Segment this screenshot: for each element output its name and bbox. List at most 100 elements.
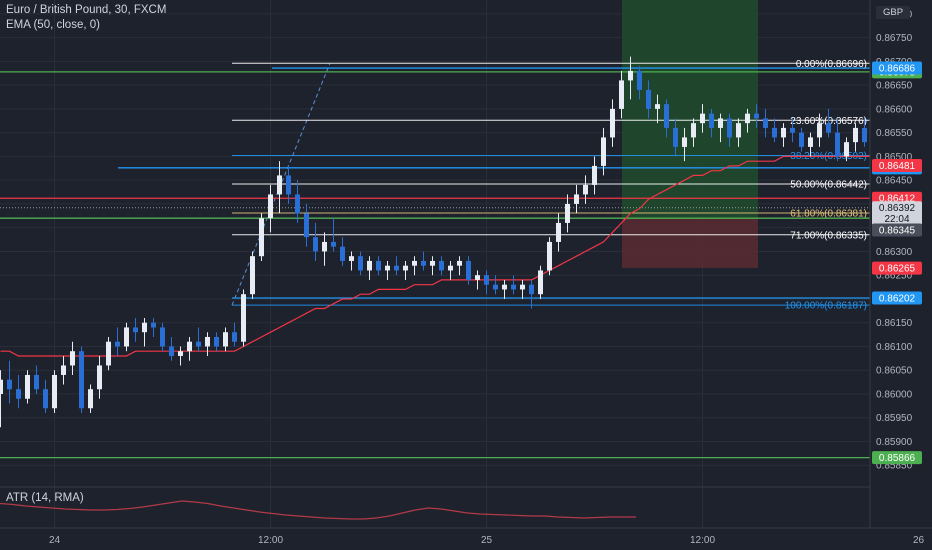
candle-body xyxy=(457,260,462,266)
candle xyxy=(646,80,651,119)
candle-body xyxy=(223,332,228,347)
candle-body xyxy=(520,284,525,290)
candle xyxy=(268,184,273,233)
horizontal-levels xyxy=(0,67,870,459)
candle-body xyxy=(718,118,723,128)
candle-body xyxy=(106,341,111,366)
candle xyxy=(142,317,147,347)
candle xyxy=(367,256,372,280)
candle xyxy=(763,108,768,138)
price-tick-label: 0.86450 xyxy=(876,176,913,187)
candle-body xyxy=(448,265,453,271)
candle-body xyxy=(583,184,588,195)
candle-body xyxy=(808,137,813,147)
candle-body xyxy=(466,260,471,280)
price-tag-text: 0.86481 xyxy=(879,161,916,172)
price-tick-label: 0.85850 xyxy=(876,461,913,472)
candle-body xyxy=(853,127,858,143)
candle-body xyxy=(826,123,831,133)
candle-body xyxy=(259,218,264,257)
candle-body xyxy=(754,113,759,119)
candle-body xyxy=(565,203,570,223)
time-tick-label: 12:00 xyxy=(258,535,283,546)
candle-body xyxy=(340,246,345,261)
symbol-title: Euro / British Pound, 30, FXCM xyxy=(6,4,167,16)
candle-body xyxy=(286,175,291,195)
price-tick-label: 0.85900 xyxy=(876,437,913,448)
candle xyxy=(718,113,723,143)
candle-body xyxy=(367,260,372,271)
candle-body xyxy=(682,137,687,147)
currency-label: GBP xyxy=(876,6,910,19)
candle xyxy=(799,127,804,152)
candle-body xyxy=(394,265,399,271)
candle xyxy=(376,256,381,276)
price-tag-countdown: 22:04 xyxy=(884,214,909,225)
candle-body xyxy=(0,379,3,394)
candle-body xyxy=(133,327,138,333)
price-tick-label: 0.86500 xyxy=(876,152,913,163)
candle-body xyxy=(781,127,786,138)
atr-legend: ATR (14, RMA) xyxy=(6,492,84,504)
candle-body xyxy=(664,104,669,128)
price-tag-text: 0.86265 xyxy=(879,264,916,275)
candle xyxy=(25,370,30,404)
candle-body xyxy=(178,351,183,356)
candle xyxy=(808,132,813,157)
fib-level-label: 71.00%(0.86335) xyxy=(790,230,867,241)
candle-body xyxy=(628,70,633,81)
candle xyxy=(394,256,399,276)
candle xyxy=(277,161,282,214)
price-tick-label: 0.86550 xyxy=(876,128,913,139)
candle xyxy=(43,379,48,413)
price-tags: 0.866780.866860.864760.864120.863700.862… xyxy=(872,61,922,465)
ema-legend: EMA (50, close, 0) xyxy=(6,19,100,31)
fib-level-label: 100.00%(0.86187) xyxy=(785,301,867,312)
atr-pane: 0.00058 xyxy=(0,486,932,520)
candle-body xyxy=(736,123,741,138)
candle-body xyxy=(376,260,381,271)
fibonacci-retracement: 0.00%(0.86696)23.60%(0.86576)38.20%(0.86… xyxy=(231,59,870,312)
candle xyxy=(88,384,93,413)
candle-body xyxy=(331,241,336,247)
candle xyxy=(538,265,543,299)
price-tick-label: 0.86750 xyxy=(876,33,913,44)
candle xyxy=(493,275,498,295)
price-tick-label: 0.86300 xyxy=(876,247,913,258)
candle-body xyxy=(97,365,102,390)
candle-body xyxy=(646,89,651,109)
candle xyxy=(673,118,678,157)
candle xyxy=(817,113,822,147)
candle-body xyxy=(700,113,705,124)
candle xyxy=(16,374,21,409)
candle xyxy=(439,256,444,276)
candle-body xyxy=(268,194,273,219)
candle xyxy=(0,370,3,428)
candle xyxy=(601,127,606,176)
candle-body xyxy=(691,123,696,138)
candle xyxy=(502,279,507,299)
candle xyxy=(574,184,579,214)
candle xyxy=(34,365,39,394)
candle xyxy=(259,213,264,261)
price-tick-label: 0.86650 xyxy=(876,81,913,92)
price-tick-label: 0.86050 xyxy=(876,366,913,377)
time-tick-label: 12:00 xyxy=(690,535,715,546)
candle xyxy=(691,118,696,147)
candle xyxy=(106,336,111,371)
candle xyxy=(133,317,138,342)
candle xyxy=(529,279,534,309)
candle xyxy=(79,346,84,413)
candle xyxy=(745,108,750,133)
candle xyxy=(736,118,741,147)
candle xyxy=(547,237,552,276)
candle-body xyxy=(52,374,57,409)
candle-body xyxy=(619,80,624,109)
candle xyxy=(160,322,165,352)
candle-body xyxy=(277,175,282,195)
candle xyxy=(340,237,345,266)
candle-body xyxy=(115,341,120,347)
